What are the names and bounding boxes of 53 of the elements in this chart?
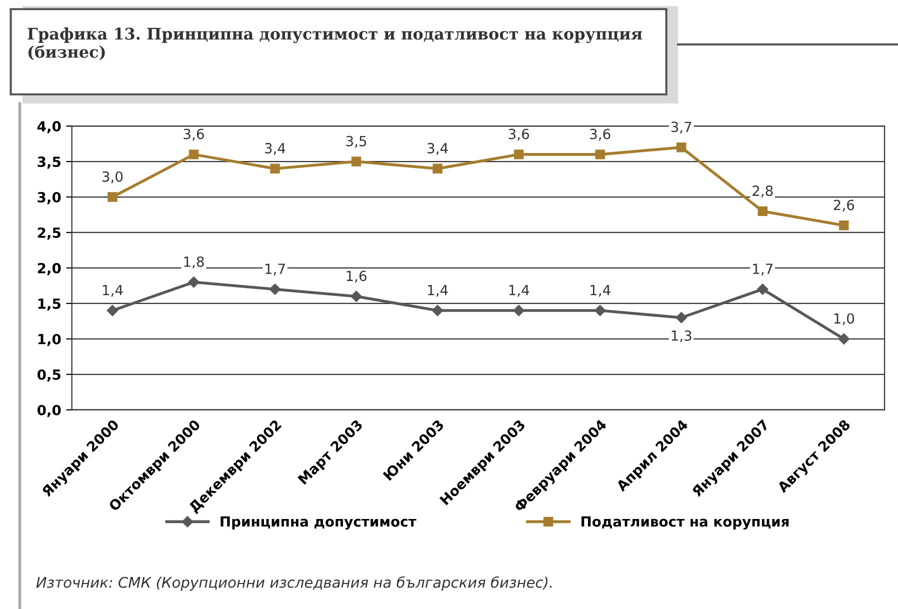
point — [432, 164, 442, 174]
data-label: 1,0 — [834, 313, 854, 326]
data-label: 1,4 — [102, 285, 123, 297]
point — [351, 156, 362, 166]
point — [269, 284, 281, 295]
data-label: 3,4 — [428, 142, 448, 155]
y-tick-label: 0,0 — [37, 404, 61, 418]
data-label: 3,4 — [265, 142, 286, 155]
data-label: 3,7 — [671, 122, 692, 134]
point — [188, 150, 199, 160]
chart-title: Графика 13. Принципна допустимост и податливост на корупция (бизнес) — [28, 27, 642, 60]
point — [838, 333, 850, 345]
point — [758, 206, 768, 216]
legend-label: Податливост на корупция — [582, 516, 789, 530]
text: Източник: СМК (Корупционни изследвания на българския бизнес). — [36, 576, 552, 591]
y-tick-label: 2,0 — [38, 262, 61, 276]
y-tick-label: 1,0 — [38, 334, 61, 346]
data-label: 3,0 — [102, 171, 123, 184]
data-label: 1,7 — [265, 264, 285, 276]
y-tick-label: 4,0 — [37, 121, 61, 134]
point — [108, 192, 118, 202]
point — [513, 304, 524, 316]
point — [270, 164, 280, 174]
point — [350, 290, 362, 302]
point — [188, 276, 200, 288]
data-label: 1,7 — [753, 264, 772, 276]
data-label: 3,5 — [346, 136, 366, 148]
point — [514, 150, 524, 160]
data-label: 3,6 — [508, 128, 529, 141]
y-tick-label: 2,5 — [38, 227, 60, 240]
y-tick-label: 3,0 — [38, 192, 61, 204]
y-tick-label: 3,5 — [38, 156, 60, 169]
point — [432, 304, 444, 316]
data-label: 1,4 — [590, 285, 610, 297]
point — [595, 150, 605, 160]
data-label: 1,6 — [346, 270, 366, 283]
data-label: 3,6 — [184, 128, 204, 141]
legend-label: Принципна допустимост — [220, 516, 416, 530]
y-tick-label: 0,5 — [37, 369, 60, 382]
data-label: 1,8 — [184, 256, 204, 268]
point — [757, 284, 768, 295]
point — [594, 304, 606, 316]
point — [676, 312, 687, 324]
point — [839, 220, 849, 230]
point — [676, 142, 686, 152]
data-label: 2,8 — [752, 186, 773, 198]
data-label: 2,6 — [834, 200, 854, 212]
data-label: 1,4 — [428, 285, 448, 297]
y-tick-label: 1,5 — [38, 298, 60, 311]
data-label: 3,6 — [590, 128, 610, 141]
data-label: 1,4 — [509, 285, 530, 297]
point — [106, 304, 118, 316]
data-label: 1,3 — [672, 330, 692, 342]
